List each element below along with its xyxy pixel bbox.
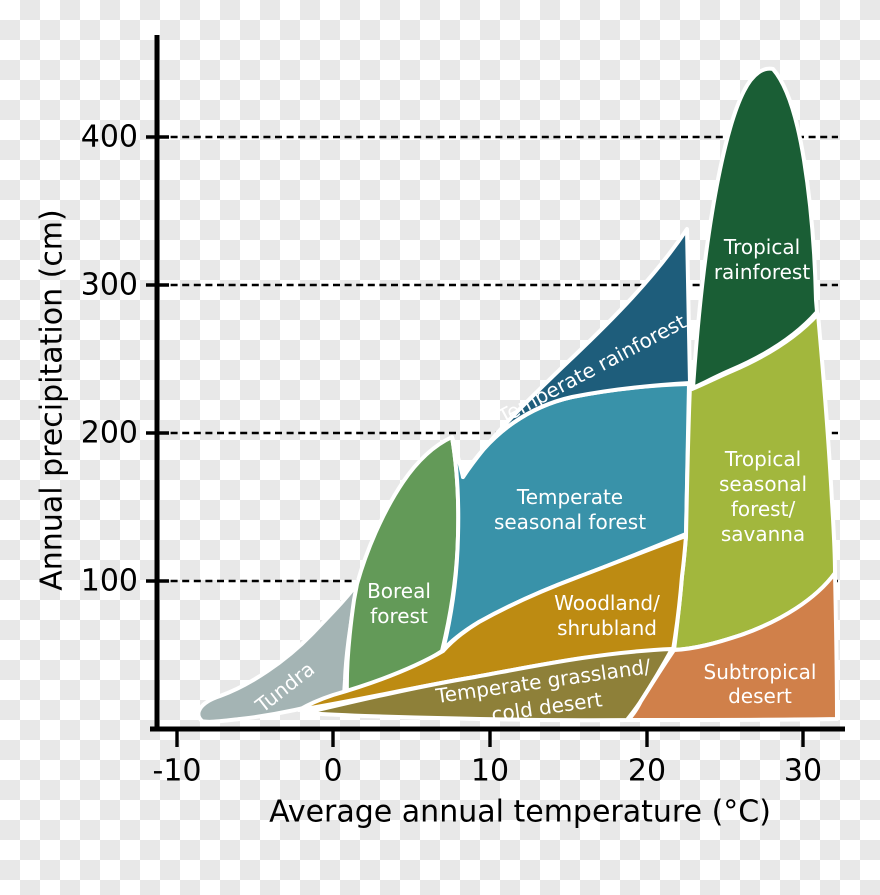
region-subtropical-desert	[626, 571, 839, 722]
label-savanna-line3: forest/	[731, 497, 796, 521]
x-tick-label-neg10: -10	[153, 754, 202, 789]
y-tick-label-400: 400	[81, 120, 138, 155]
label-savanna-line1: Tropical	[724, 447, 801, 471]
y-tick-label-300: 300	[81, 268, 138, 303]
region-temperate-rainforest	[461, 227, 692, 479]
axis-tick-labels: 400 300 200 100 -10 0 10 20 30	[81, 120, 822, 789]
label-boreal-line1: Boreal	[367, 579, 431, 603]
x-tick-label-20: 20	[628, 754, 666, 789]
label-temperate-seasonal-line1: Temperate	[516, 485, 623, 509]
x-tick-label-30: 30	[784, 754, 822, 789]
label-tropical-rainforest-line2: rainforest	[714, 260, 810, 284]
label-woodland-line1: Woodland/	[554, 591, 660, 615]
x-tick-label-10: 10	[471, 754, 509, 789]
x-tick-label-0: 0	[323, 754, 342, 789]
label-tropical-rainforest-line1: Tropical	[723, 235, 800, 259]
biome-regions	[196, 66, 839, 724]
y-tick-label-100: 100	[81, 564, 138, 599]
label-boreal-line2: forest	[370, 604, 428, 628]
axes	[150, 35, 845, 732]
y-axis-title: Annual precipitation (cm)	[35, 209, 70, 590]
x-axis-title: Average annual temperature (°C)	[269, 795, 771, 830]
label-savanna-line2: seasonal	[719, 472, 807, 496]
label-subtropical-desert-line2: desert	[728, 684, 792, 708]
label-woodland-line2: shrubland	[557, 616, 657, 640]
tick-marks	[146, 135, 805, 747]
label-subtropical-desert-line1: Subtropical	[704, 660, 817, 684]
label-temperate-seasonal-line2: seasonal forest	[494, 510, 646, 534]
label-savanna-line4: savanna	[721, 522, 805, 546]
y-tick-label-200: 200	[81, 416, 138, 451]
